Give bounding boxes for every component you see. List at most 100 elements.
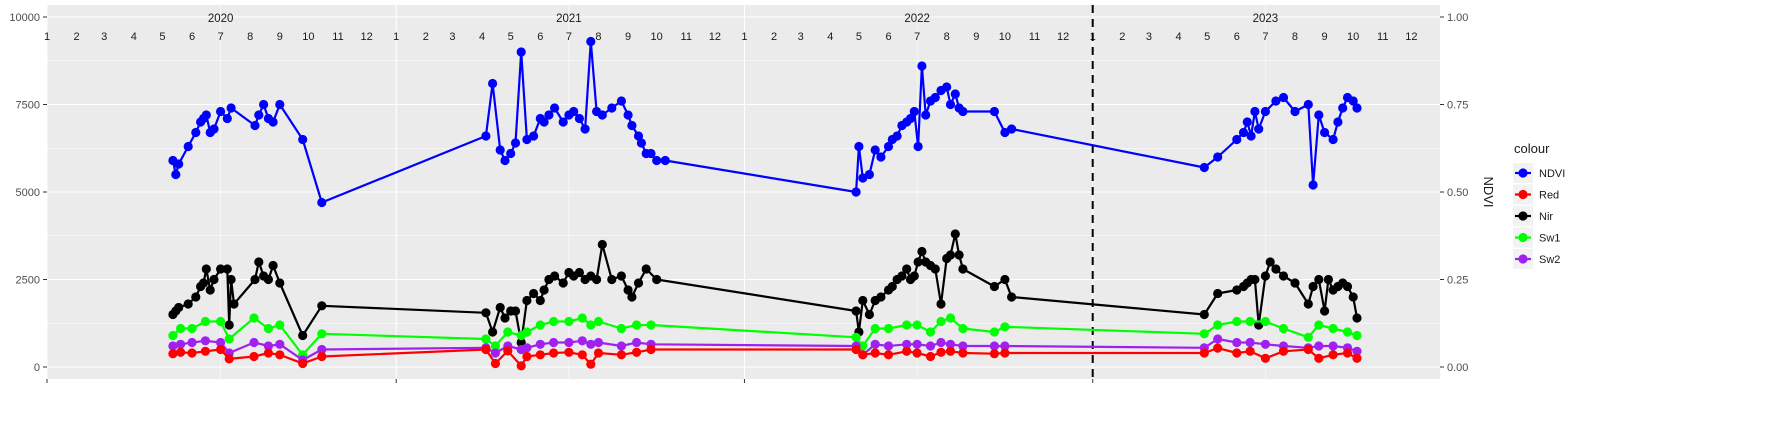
data-point-nir xyxy=(250,274,260,285)
data-point-sw1 xyxy=(1232,316,1242,327)
data-point-red xyxy=(187,348,197,358)
data-point-nir xyxy=(864,309,875,320)
data-point-ndvi xyxy=(1260,106,1270,117)
data-point-nir xyxy=(897,271,907,281)
left-tick-label: 0 xyxy=(34,362,40,374)
data-point-red xyxy=(216,344,226,355)
data-point-red xyxy=(632,347,642,357)
data-point-ndvi xyxy=(516,47,526,57)
month-label: 4 xyxy=(827,31,833,43)
data-point-ndvi xyxy=(942,82,952,92)
data-point-ndvi xyxy=(183,141,193,152)
data-point-sw2 xyxy=(263,341,273,351)
data-point-sw1 xyxy=(224,334,234,344)
month-label: 7 xyxy=(218,31,224,43)
data-point-ndvi xyxy=(1250,106,1260,117)
data-point-ndvi xyxy=(1314,110,1324,120)
data-point-sw1 xyxy=(503,327,513,337)
data-point-sw1 xyxy=(632,320,642,330)
left-y-axis: 0 2500 5000 7500 10000 xyxy=(9,12,47,374)
month-label: 9 xyxy=(1321,31,1327,43)
data-point-ndvi xyxy=(597,110,607,120)
data-point-sw1 xyxy=(1245,316,1255,327)
data-point-ndvi xyxy=(1348,96,1358,106)
legend-key-point xyxy=(1518,211,1528,221)
data-point-nir xyxy=(174,302,184,313)
right-tick-label: 1.00 xyxy=(1447,12,1468,24)
left-tick-label: 7500 xyxy=(16,100,40,112)
data-point-nir xyxy=(1250,274,1260,285)
data-point-sw1 xyxy=(522,327,532,337)
data-point-red xyxy=(858,350,868,360)
data-point-sw1 xyxy=(1314,320,1324,330)
data-point-nir xyxy=(592,274,602,285)
right-tick-label: 0.00 xyxy=(1447,362,1468,374)
series-sw1 xyxy=(168,313,1362,360)
data-point-sw1 xyxy=(490,341,500,351)
data-point-sw2 xyxy=(1232,337,1242,348)
data-point-nir xyxy=(913,257,923,267)
data-point-ndvi xyxy=(909,106,919,117)
month-label: 2 xyxy=(1119,31,1125,43)
data-point-red xyxy=(1314,353,1324,363)
series-nir xyxy=(168,229,1362,348)
data-point-ndvi xyxy=(633,131,644,141)
data-point-nir xyxy=(1290,278,1300,288)
data-point-nir xyxy=(902,264,912,274)
data-point-sw1 xyxy=(1213,320,1223,330)
data-point-sw2 xyxy=(577,336,587,346)
data-point-sw1 xyxy=(535,320,545,330)
data-point-sw2 xyxy=(549,337,559,348)
data-point-nir xyxy=(1213,288,1223,299)
data-point-nir xyxy=(936,299,946,309)
data-point-nir xyxy=(954,250,964,260)
month-label: 3 xyxy=(1146,31,1152,43)
month-label: 9 xyxy=(625,31,631,43)
data-point-sw2 xyxy=(925,341,936,351)
month-label: 8 xyxy=(247,31,253,43)
data-point-sw1 xyxy=(936,316,946,327)
data-point-ndvi xyxy=(317,197,327,208)
data-point-ndvi xyxy=(945,99,956,110)
legend-label-red: Red xyxy=(1539,190,1559,202)
data-point-nir xyxy=(558,278,568,288)
data-point-ndvi xyxy=(1352,103,1362,113)
data-point-sw1 xyxy=(586,320,596,330)
legend-items: NDVI Red Nir Sw1 Sw2 xyxy=(1513,163,1565,269)
data-point-red xyxy=(870,348,880,358)
legend-title: colour xyxy=(1514,141,1550,156)
month-label: 2 xyxy=(74,31,80,43)
data-point-nir xyxy=(535,295,545,306)
data-point-sw2 xyxy=(216,337,226,348)
month-label: 4 xyxy=(131,31,137,43)
data-point-ndvi xyxy=(892,131,902,141)
month-label: 6 xyxy=(885,31,891,43)
data-point-nir xyxy=(1271,264,1281,274)
data-point-red xyxy=(275,350,285,360)
data-point-nir xyxy=(858,295,868,306)
data-point-nir xyxy=(1199,309,1209,320)
data-point-sw2 xyxy=(616,341,627,351)
data-point-ndvi xyxy=(574,113,585,124)
data-point-red xyxy=(481,344,491,355)
data-point-nir xyxy=(641,264,651,274)
data-point-red xyxy=(503,346,513,356)
data-point-nir xyxy=(209,274,219,285)
month-label: 6 xyxy=(189,31,195,43)
data-point-ndvi xyxy=(191,127,201,138)
data-point-red xyxy=(1342,348,1353,358)
data-point-ndvi xyxy=(495,145,505,155)
data-point-sw1 xyxy=(1328,323,1338,334)
month-label: 10 xyxy=(999,31,1011,43)
data-point-nir xyxy=(909,271,919,281)
data-point-sw1 xyxy=(249,313,259,323)
data-point-sw2 xyxy=(912,339,922,349)
month-label: 4 xyxy=(479,31,485,43)
data-point-nir xyxy=(1352,313,1362,323)
data-point-ndvi xyxy=(268,117,278,127)
month-label: 11 xyxy=(1029,31,1040,43)
data-point-red xyxy=(925,351,936,362)
data-point-ndvi xyxy=(216,106,226,117)
data-point-red xyxy=(912,348,922,358)
month-label: 12 xyxy=(1405,31,1417,43)
